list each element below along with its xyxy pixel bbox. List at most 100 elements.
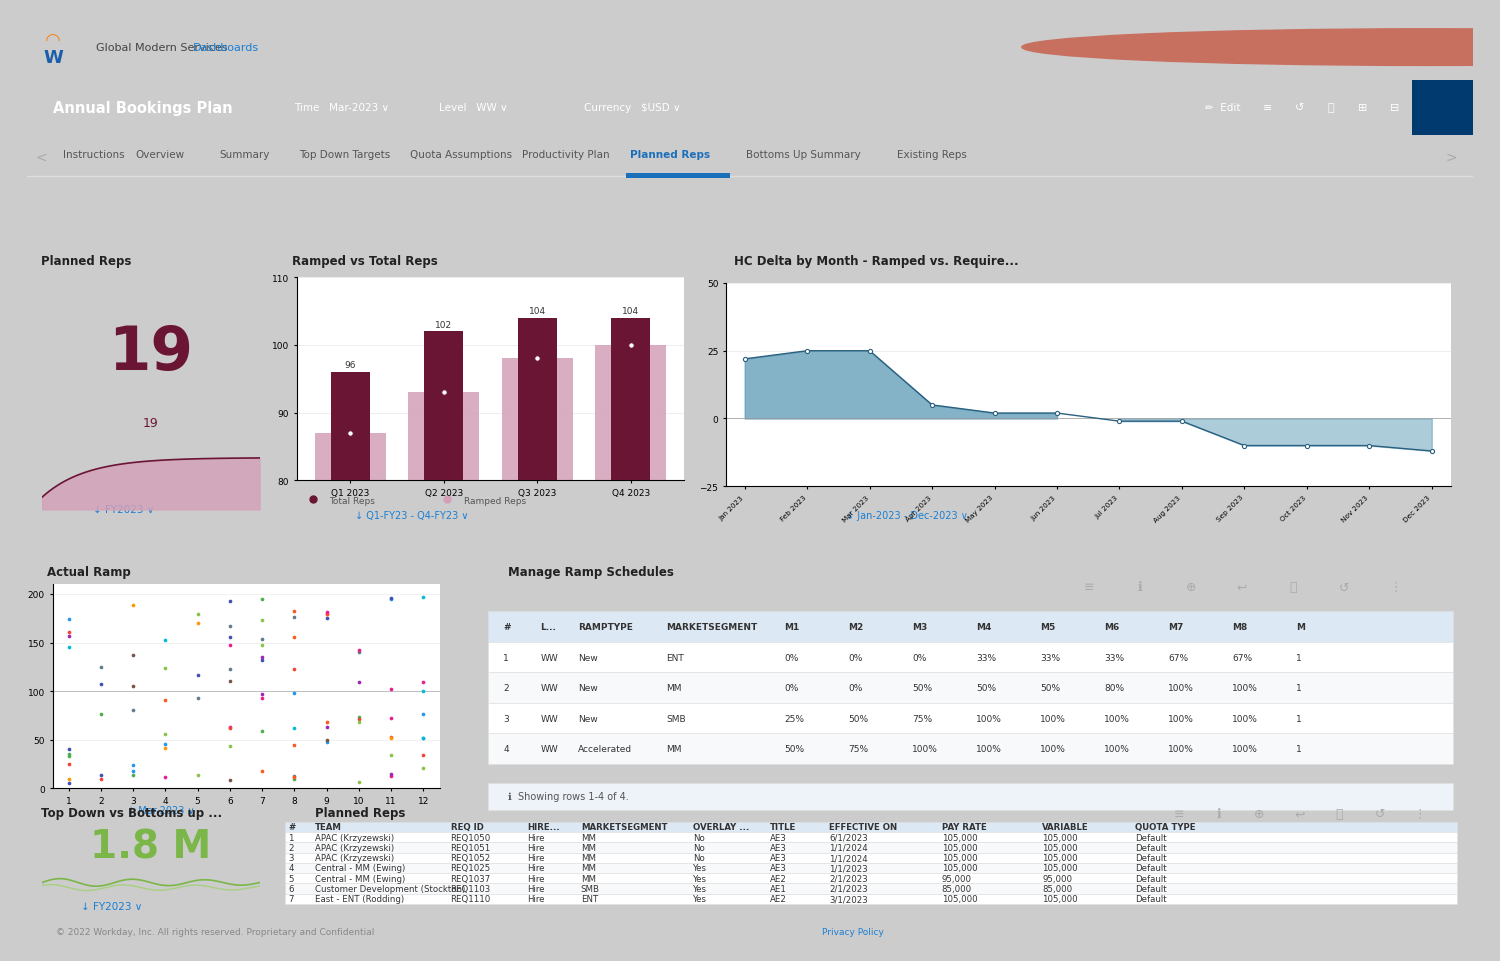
Point [57,776,81,791]
Point [411,760,435,776]
Bar [285,832,1456,843]
Text: 105,000: 105,000 [1042,864,1078,873]
Text: © 2022 Workday, Inc. All rights reserved. Proprietary and Confidential: © 2022 Workday, Inc. All rights reserved… [56,926,375,936]
Point [251,650,274,665]
Text: ENT: ENT [666,653,684,662]
Text: 67%: 67% [1232,653,1252,662]
Text: Default: Default [1134,895,1167,903]
Text: TITLE: TITLE [770,823,796,831]
Text: Instructions: Instructions [63,150,124,160]
Bar [626,174,730,179]
Text: AE1: AE1 [770,884,788,893]
Point [380,592,404,607]
Bar [518,318,556,480]
Text: #: # [288,823,296,831]
Point [315,607,339,623]
Text: 50%: 50% [976,683,996,692]
Text: Hire: Hire [528,833,544,842]
Point [315,732,339,748]
Point [57,628,81,644]
Text: ⊕: ⊕ [1254,807,1264,821]
Text: 100%: 100% [1041,714,1066,723]
Text: 33%: 33% [1104,653,1125,662]
Point [88,677,112,692]
Point [186,606,210,622]
Text: 67%: 67% [1168,653,1188,662]
Point [346,775,370,790]
Text: APAC (Krzyzewski): APAC (Krzyzewski) [315,843,393,852]
Text: WW: WW [540,653,558,662]
Text: ↓ FY2023 ∨: ↓ FY2023 ∨ [93,505,154,515]
Point [186,691,210,706]
Text: ↓ FY2023 ∨: ↓ FY2023 ∨ [81,901,142,911]
Point [88,772,112,787]
Point [251,764,274,779]
Text: WW: WW [540,714,558,723]
Text: Default: Default [1134,853,1167,862]
Point [411,675,435,690]
Text: Privacy Policy: Privacy Policy [822,926,884,936]
Bar [1413,81,1473,136]
Text: ℹ: ℹ [1216,807,1221,821]
Text: SMB: SMB [666,714,686,723]
Point [217,593,242,608]
Text: 50%: 50% [912,683,933,692]
Text: ↺: ↺ [1340,580,1350,594]
Text: ⋮: ⋮ [1413,807,1426,821]
Text: 6: 6 [288,884,294,893]
Point [282,686,306,702]
Text: Quota Assumptions: Quota Assumptions [410,150,513,160]
Text: 100%: 100% [1041,744,1066,753]
Text: 100%: 100% [912,744,939,753]
Text: MM: MM [580,853,596,862]
Text: 2: 2 [503,683,509,692]
Point [282,737,306,752]
Text: 0%: 0% [849,683,862,692]
Text: New: New [578,653,597,662]
Text: 2: 2 [288,843,294,852]
Text: 25%: 25% [784,714,804,723]
Text: M1: M1 [784,623,800,631]
Point [122,647,146,662]
Text: ?: ? [1386,41,1392,55]
Bar [596,346,666,480]
Text: 105,000: 105,000 [1042,895,1078,903]
Text: 33%: 33% [1041,653,1060,662]
Point [282,609,306,625]
Point [411,683,435,699]
Text: 80%: 80% [1104,683,1125,692]
Text: 105,000: 105,000 [1042,843,1078,852]
Point [122,764,146,779]
Point [380,769,404,784]
Text: MM: MM [666,744,682,753]
Text: Yes: Yes [693,895,706,903]
Text: 5: 5 [288,874,294,883]
Text: No: No [693,853,705,862]
Bar [285,863,1456,874]
Point [282,604,306,620]
Point [57,612,81,628]
Point [380,681,404,697]
Text: 96: 96 [345,361,355,370]
Point [251,653,274,668]
Point [217,738,242,753]
Point [88,660,112,676]
Text: ↺: ↺ [1374,807,1384,821]
Text: Hire: Hire [528,895,544,903]
Point [88,706,112,722]
Text: 100%: 100% [1104,744,1130,753]
Point [251,686,274,702]
Text: Hire: Hire [528,853,544,862]
Point [57,639,81,654]
Bar [285,822,1456,832]
Text: 0%: 0% [784,653,800,662]
Text: ⧄: ⧄ [1335,807,1342,821]
Text: 1: 1 [1296,744,1302,753]
Point [122,598,146,613]
Point [251,638,274,653]
Text: VARIABLE: VARIABLE [1042,823,1089,831]
Point [88,767,112,782]
Bar [489,642,1452,673]
Text: M3: M3 [912,623,927,631]
Text: ⋮: ⋮ [1389,580,1402,594]
